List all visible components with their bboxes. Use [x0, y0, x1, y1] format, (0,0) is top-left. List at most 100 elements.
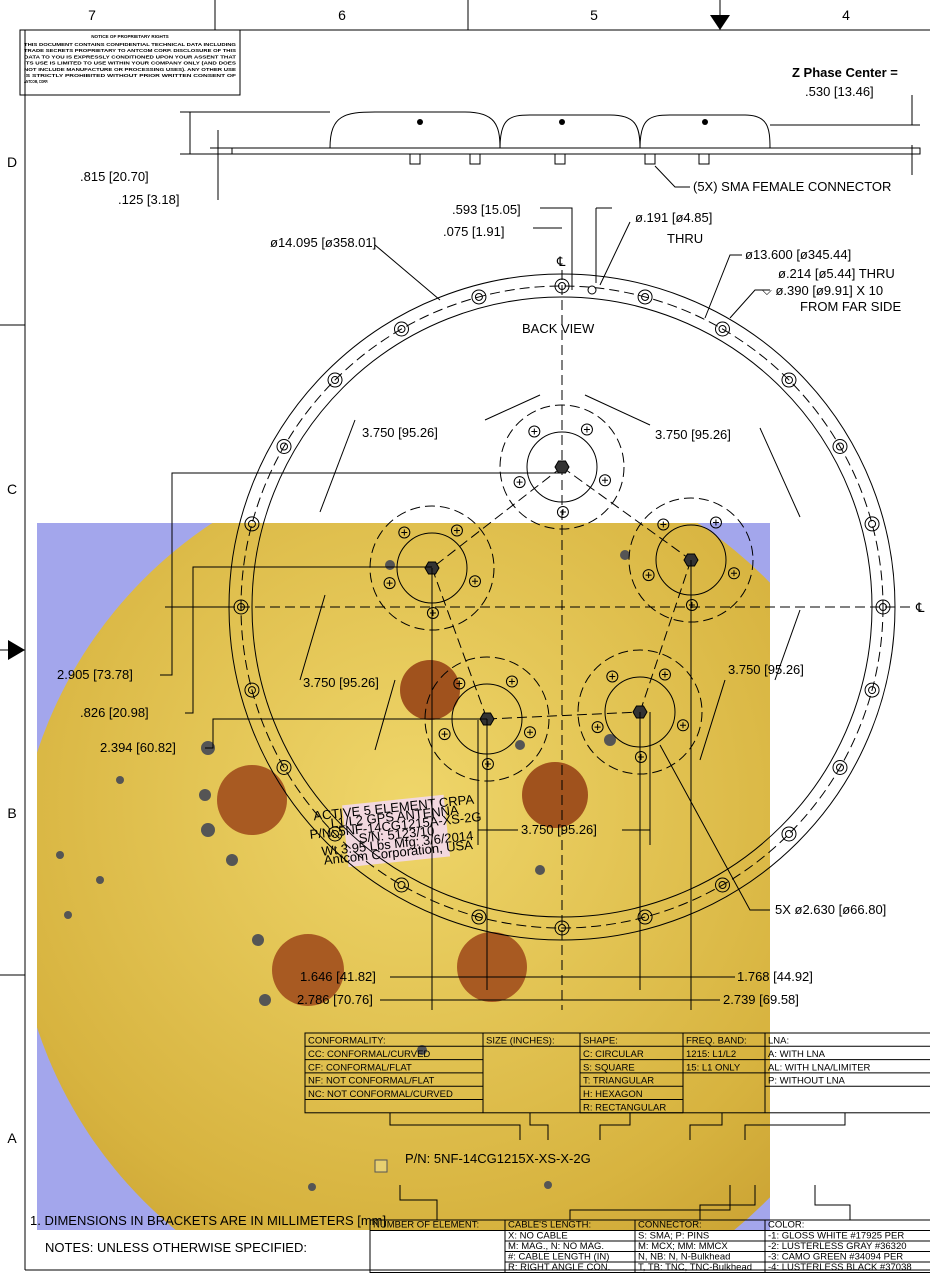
bolt-hole: [832, 439, 848, 454]
table-cell: T, TB: TNC, TNC-Bulkhead: [638, 1262, 752, 1273]
screw-cross: [637, 753, 644, 760]
bolt-hole: [554, 278, 570, 294]
callout: (5X) SMA FEMALE CONNECTOR: [693, 179, 891, 194]
dimension: 2.905 [73.78]: [57, 667, 133, 682]
dimension: ⌵ ø.390 [ø9.91] X 10: [762, 283, 883, 298]
dimension: 1.646 [41.82]: [300, 969, 376, 984]
screw: [468, 575, 481, 588]
table-header: FREQ. BAND:: [686, 1035, 747, 1046]
table-cell: N, NB: N, N-Bulkhead: [638, 1252, 730, 1263]
table-header: LNA:: [768, 1035, 789, 1046]
notice: NOTICE OF PROPRIETARY RIGHTS THIS DOCUMEN…: [24, 34, 237, 84]
bolt-hole: [784, 829, 793, 838]
screw: [528, 425, 541, 438]
screw-cross: [645, 572, 652, 579]
table-cell: P: WITHOUT LNA: [768, 1076, 846, 1087]
table-cell: CC: CONFORMAL/CURVED: [308, 1049, 430, 1060]
zone-row: B: [7, 805, 16, 821]
bolt-hole: [327, 372, 343, 388]
screw-cross: [679, 722, 686, 729]
notice-line: IS STRICTLY PROHIBITED WITHOUT PRIOR WRI…: [24, 73, 236, 78]
table-cell: -2: LUSTERLESS GRAY #36320: [768, 1241, 907, 1252]
table-cell: 15: L1 ONLY: [686, 1062, 741, 1073]
bolt-hole: [247, 519, 256, 528]
screw-cross: [456, 680, 463, 687]
screw-cross: [453, 527, 460, 534]
screw-cross: [688, 601, 695, 608]
table-cell: A: WITH LNA: [768, 1049, 826, 1060]
bolt-hole: [868, 519, 877, 528]
element-outline: [526, 431, 598, 503]
zone-row: C: [7, 481, 17, 497]
bolt-hole: [781, 826, 797, 842]
bolt-hole: [237, 603, 245, 611]
bolt-hole: [331, 829, 340, 838]
bolt-hole: [554, 920, 570, 936]
screw: [727, 567, 740, 580]
dimension: 3.750 [95.26]: [362, 425, 438, 440]
table-header: CONFORMALITY:: [308, 1035, 386, 1046]
bolt-hole: [276, 439, 292, 454]
table-header: SIZE (INCHES):: [486, 1035, 555, 1046]
dimension: ø14.095 [ø358.01]: [270, 235, 376, 250]
screw-cross: [660, 521, 667, 528]
dimension: 2.786 [70.76]: [297, 992, 373, 1007]
screw: [580, 423, 593, 436]
connector: [554, 460, 570, 474]
bolt-hole: [397, 325, 406, 334]
dimension: THRU: [667, 231, 703, 246]
notice-line: TRADE SECRETS PROPRIETARY TO ANTCOM CORP…: [24, 48, 236, 53]
screw-cross: [609, 673, 616, 680]
bolt-hole: [832, 760, 848, 775]
notice-box: [19, 29, 241, 96]
tables: CONFORMALITY: CC: CONFORMAL/CURVED CF: CON…: [304, 1032, 930, 1274]
bolt-hole: [718, 325, 727, 334]
table-cell: -4: LUSTERLESS BLACK #37038: [768, 1262, 912, 1273]
notice-line: THIS DOCUMENT CONTAINS CONFIDENTIAL TECH…: [24, 42, 237, 47]
table-cell: -1: GLOSS WHITE #17925 PER: [768, 1231, 904, 1242]
bolt-hole: [394, 877, 409, 893]
dimension: ø13.600 [ø345.44]: [745, 247, 851, 262]
bolt-hole: [247, 686, 256, 695]
table-header: SHAPE:: [583, 1035, 618, 1046]
screw-cross: [583, 426, 590, 433]
bolt-hole: [471, 909, 487, 925]
table-cell: 1215: L1/L2: [686, 1049, 736, 1060]
dimension: .815 [20.70]: [80, 169, 149, 184]
dimension: 3.750 [95.26]: [521, 822, 597, 837]
bolt-hole: [327, 826, 343, 842]
notice-line: NOT INCLUDE MANUFACTURE OR PROCESSING US…: [24, 67, 236, 72]
screw: [450, 524, 463, 537]
bolt-hole: [558, 282, 566, 290]
photo: [37, 523, 770, 1230]
bolt-hole: [280, 763, 289, 772]
screw: [709, 516, 722, 529]
screw: [685, 598, 698, 611]
bolt-hole: [868, 686, 877, 695]
dimension: .075 [1.91]: [443, 224, 504, 239]
screw: [634, 750, 647, 763]
table-header: CABLE'S LENGTH:: [508, 1220, 591, 1231]
table-cell: X: NO CABLE: [508, 1231, 568, 1242]
bolt-hole: [835, 442, 844, 451]
dimension: 3.750 [95.26]: [655, 427, 731, 442]
bolt-hole: [879, 603, 887, 611]
screw-cross: [730, 570, 737, 577]
screw: [426, 606, 439, 619]
bolt-hole: [244, 682, 260, 698]
screw: [523, 726, 536, 739]
screw: [657, 518, 670, 531]
table-cell: #: CABLE LENGTH (IN): [508, 1252, 609, 1263]
bolt-hole: [718, 880, 727, 889]
bolt-hole: [715, 877, 730, 893]
zone-row: A: [7, 1130, 17, 1146]
part-number: P/N: 5NF-14CG1215X-XS-X-2G: [405, 1151, 591, 1166]
screw: [676, 719, 689, 732]
screw-cross: [516, 479, 523, 486]
notice-line: ANTCOM, CORP.: [24, 79, 48, 84]
zone-column: 6: [338, 7, 346, 23]
table-cell: CF: CONFORMAL/FLAT: [308, 1062, 412, 1073]
dimension: .826 [20.98]: [80, 705, 149, 720]
side-view: [180, 95, 921, 200]
bolt-hole: [558, 924, 566, 932]
